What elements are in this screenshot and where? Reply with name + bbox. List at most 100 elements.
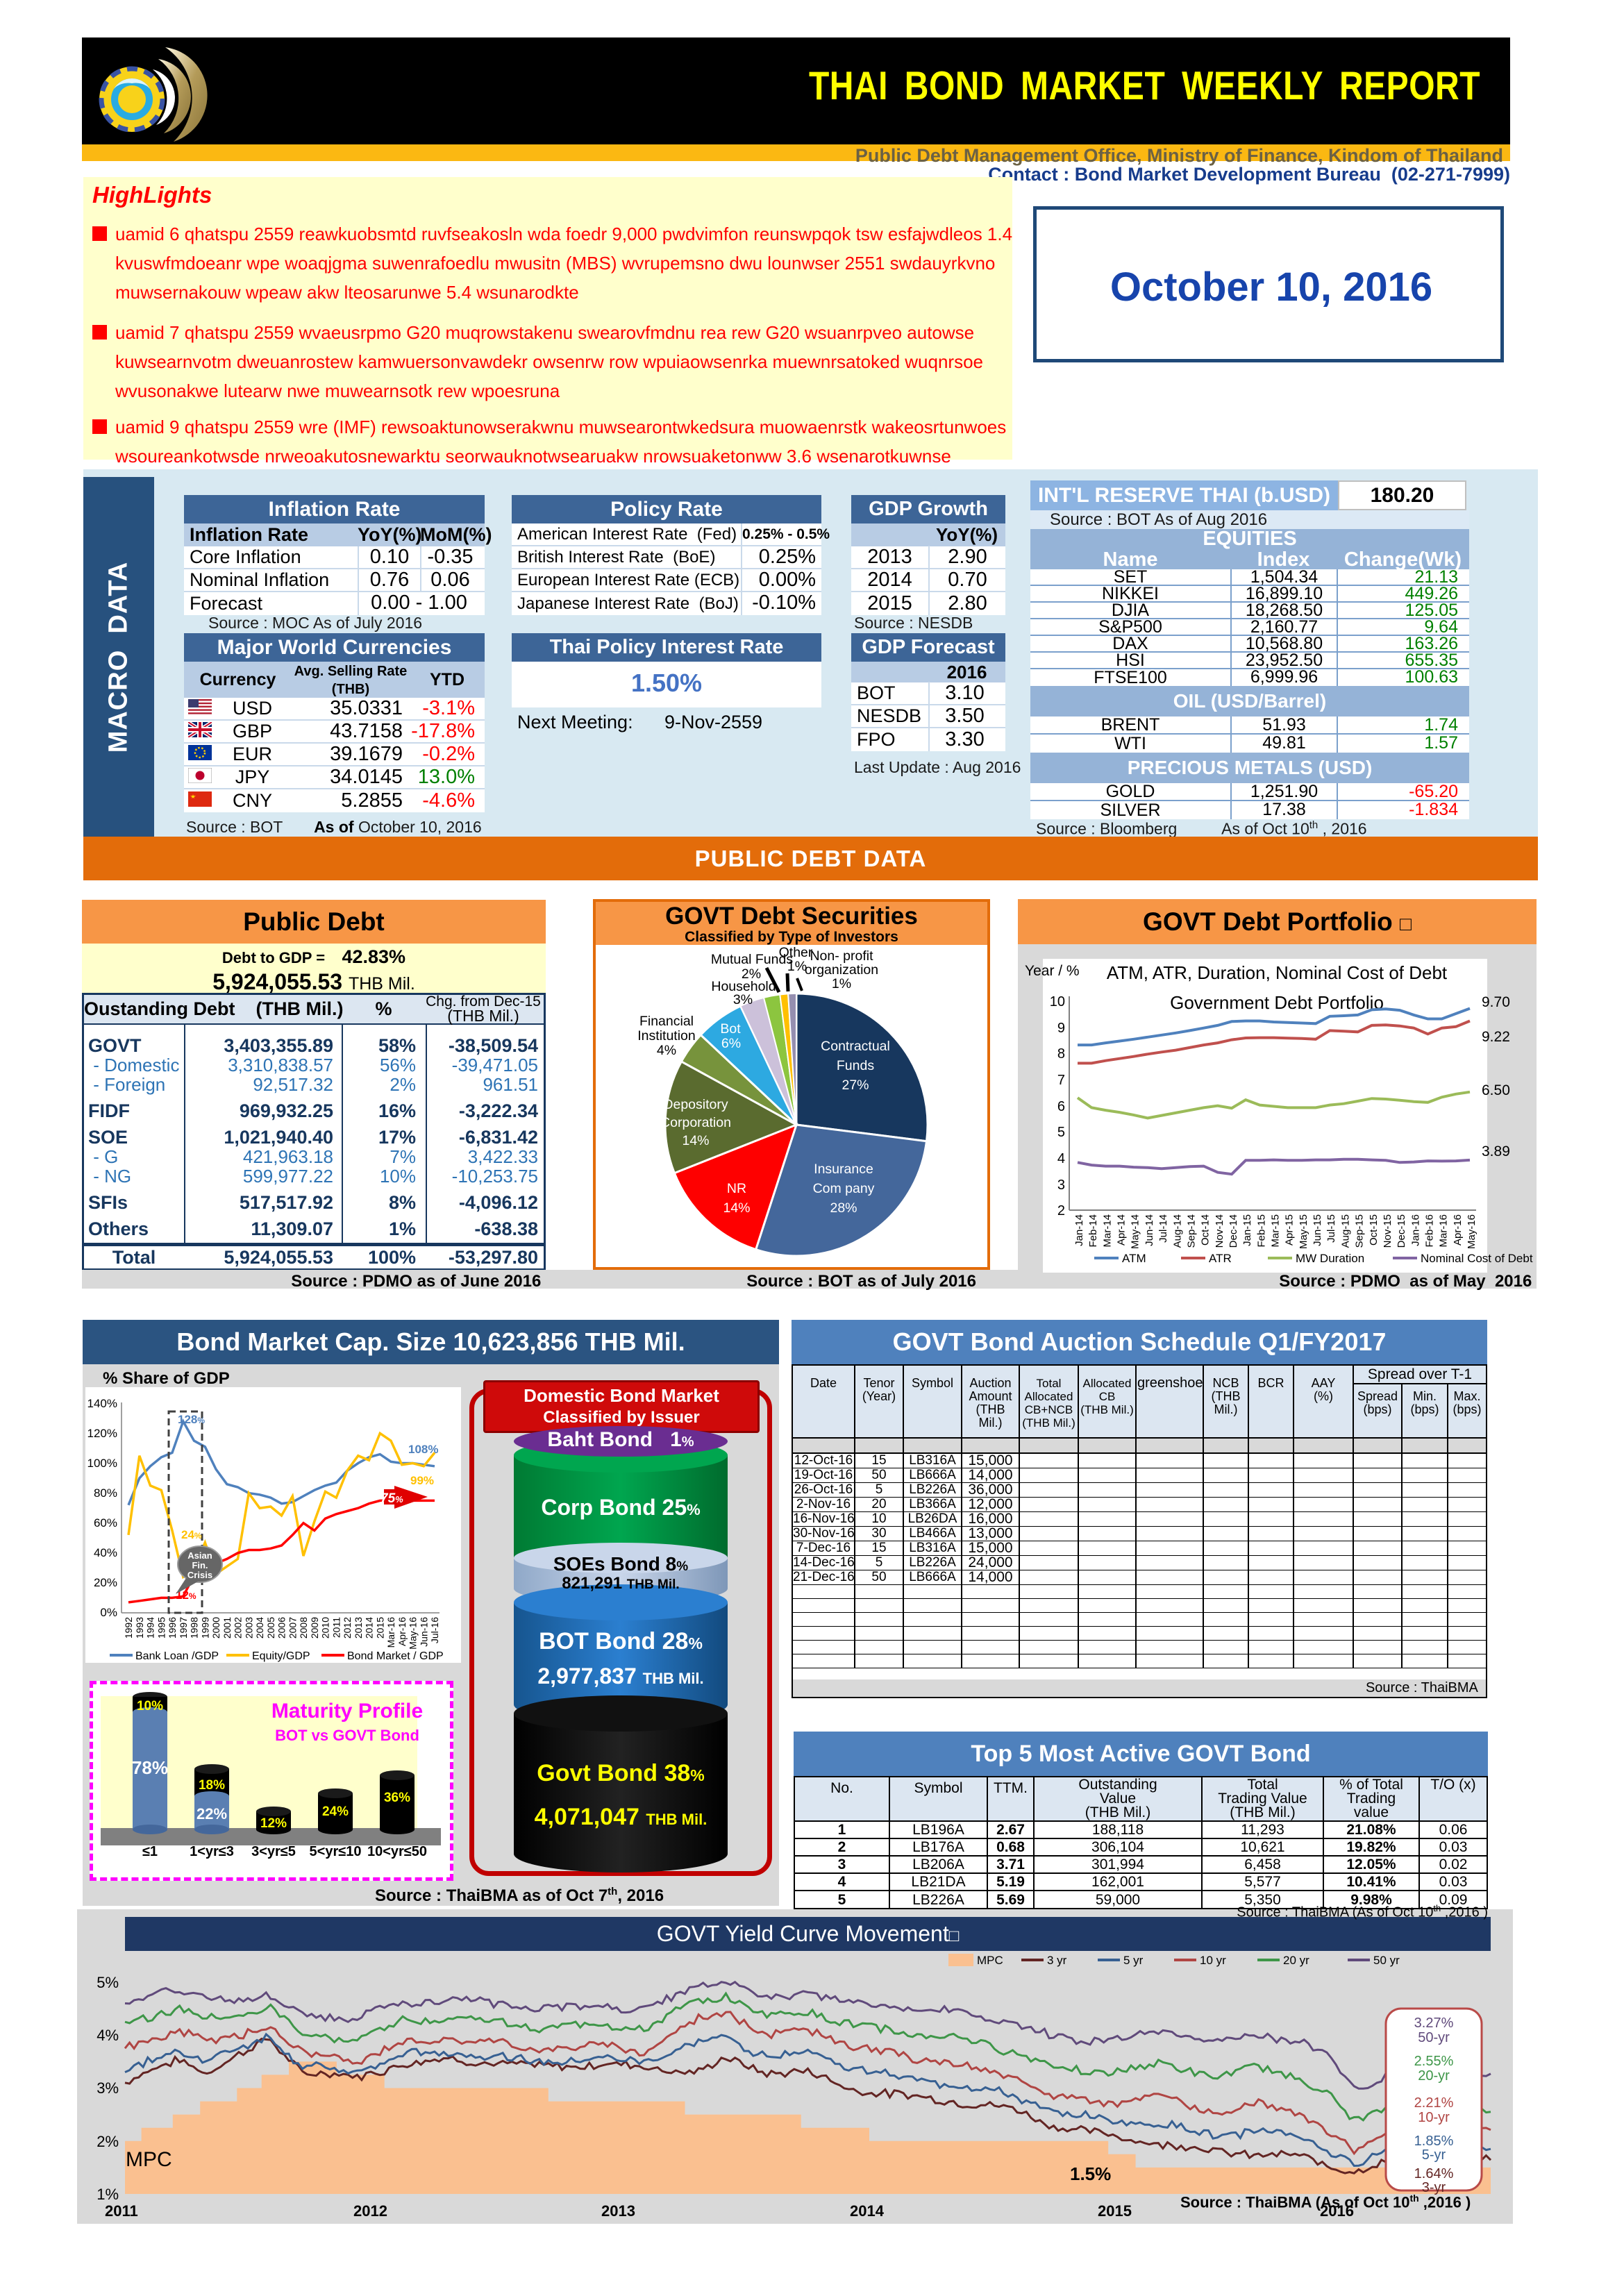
svg-text:5 yr: 5 yr xyxy=(1123,1954,1144,1967)
svg-text:ATM: ATM xyxy=(1122,1252,1146,1265)
svg-text:2009: 2009 xyxy=(309,1617,320,1639)
svg-text:2: 2 xyxy=(1057,1203,1065,1218)
svg-text:Contractual: Contractual xyxy=(821,1039,890,1054)
svg-text:Asian: Asian xyxy=(187,1550,212,1561)
svg-text:36%: 36% xyxy=(384,1791,410,1805)
svg-text:1997: 1997 xyxy=(178,1617,189,1639)
svg-text:20%: 20% xyxy=(94,1576,117,1589)
svg-text:2006: 2006 xyxy=(276,1617,287,1639)
svg-text:3-yr: 3-yr xyxy=(1422,2180,1446,2195)
svg-text:9: 9 xyxy=(1057,1021,1065,1036)
svg-text:1<yr≤3: 1<yr≤3 xyxy=(190,1844,234,1859)
svg-text:Insurance: Insurance xyxy=(814,1162,873,1177)
svg-text:Mutual Funds: Mutual Funds xyxy=(711,952,793,967)
svg-text:Mar-15: Mar-15 xyxy=(1270,1214,1282,1248)
svg-text:Mar-16: Mar-16 xyxy=(385,1617,396,1648)
svg-text:3 yr: 3 yr xyxy=(1047,1954,1067,1967)
svg-text:10<yr≤50: 10<yr≤50 xyxy=(367,1844,427,1859)
svg-text:3.89: 3.89 xyxy=(1482,1143,1510,1159)
svg-text:120%: 120% xyxy=(87,1427,117,1440)
svg-text:Bot: Bot xyxy=(720,1021,741,1037)
svg-text:1994: 1994 xyxy=(145,1617,156,1639)
svg-text:12%: 12% xyxy=(260,1816,287,1831)
svg-text:Jan-16: Jan-16 xyxy=(1409,1214,1421,1246)
svg-text:2.21%: 2.21% xyxy=(1414,2095,1454,2111)
svg-text:2%: 2% xyxy=(97,2133,119,2150)
svg-text:Jul-16: Jul-16 xyxy=(429,1617,440,1643)
svg-text:1993: 1993 xyxy=(134,1617,145,1639)
svg-text:5: 5 xyxy=(1057,1125,1065,1140)
svg-text:1995: 1995 xyxy=(156,1617,167,1639)
svg-text:May-16: May-16 xyxy=(408,1617,419,1650)
svg-text:6: 6 xyxy=(1057,1099,1065,1114)
svg-text:Aug-15: Aug-15 xyxy=(1339,1214,1351,1248)
svg-text:Apr-15: Apr-15 xyxy=(1284,1214,1296,1246)
svg-text:28%: 28% xyxy=(830,1200,857,1216)
svg-text:78%: 78% xyxy=(132,1757,168,1778)
svg-text:24%: 24% xyxy=(322,1804,349,1819)
svg-text:2014: 2014 xyxy=(850,2202,885,2220)
svg-text:6%: 6% xyxy=(721,1036,741,1051)
svg-text:27%: 27% xyxy=(842,1078,869,1093)
svg-text:2012: 2012 xyxy=(342,1617,353,1639)
svg-text:2000: 2000 xyxy=(210,1617,221,1639)
svg-text:4: 4 xyxy=(1057,1151,1065,1166)
svg-text:2005: 2005 xyxy=(265,1617,276,1639)
svg-text:24%: 24% xyxy=(181,1528,202,1541)
svg-text:5<yr≤10: 5<yr≤10 xyxy=(310,1844,362,1859)
svg-text:Baht Bond 1%: Baht Bond 1% xyxy=(547,1428,694,1451)
svg-text:10%: 10% xyxy=(137,1699,163,1713)
svg-text:4%: 4% xyxy=(657,1043,676,1058)
svg-text:2008: 2008 xyxy=(298,1617,309,1639)
svg-text:SOEs Bond 8%: SOEs Bond 8% xyxy=(553,1553,688,1575)
svg-text:Year / %: Year / % xyxy=(1025,963,1080,979)
svg-text:1.5%: 1.5% xyxy=(1070,2163,1111,2184)
svg-text:3: 3 xyxy=(1057,1178,1065,1193)
svg-text:14%: 14% xyxy=(682,1133,709,1148)
svg-text:2015: 2015 xyxy=(1098,2202,1132,2220)
svg-text:Government Debt Portfolio: Government Debt Portfolio xyxy=(1170,992,1384,1013)
svg-text:2011: 2011 xyxy=(105,2202,138,2220)
svg-text:Jan-15: Jan-15 xyxy=(1241,1214,1253,1246)
svg-text:Apr-14: Apr-14 xyxy=(1116,1214,1128,1246)
svg-text:Oct-15: Oct-15 xyxy=(1368,1214,1380,1246)
svg-text:99%: 99% xyxy=(410,1474,434,1487)
svg-text:3<yr≤5: 3<yr≤5 xyxy=(251,1844,296,1859)
svg-text:2016: 2016 xyxy=(1320,2202,1354,2220)
svg-text:BOT Bond 28%: BOT Bond 28% xyxy=(539,1628,703,1654)
svg-text:5-yr: 5-yr xyxy=(1422,2147,1446,2163)
svg-text:Corporation: Corporation xyxy=(660,1115,731,1130)
svg-text:2%: 2% xyxy=(742,966,761,982)
svg-text:1%: 1% xyxy=(97,2186,119,2203)
svg-text:Govt Bond 38%: Govt Bond 38% xyxy=(537,1760,704,1786)
svg-text:821,291 THB Mil.: 821,291 THB Mil. xyxy=(562,1574,679,1593)
svg-text:ATR: ATR xyxy=(1209,1252,1232,1265)
svg-text:Sep-14: Sep-14 xyxy=(1185,1214,1197,1248)
svg-text:Nov-15: Nov-15 xyxy=(1382,1214,1393,1248)
svg-text:2.55%: 2.55% xyxy=(1414,2054,1454,2069)
svg-text:Feb-14: Feb-14 xyxy=(1087,1214,1099,1248)
svg-text:1.85%: 1.85% xyxy=(1414,2134,1454,2149)
svg-text:organization: organization xyxy=(805,962,878,978)
svg-text:2010: 2010 xyxy=(320,1617,331,1639)
svg-text:2015: 2015 xyxy=(374,1617,385,1639)
svg-text:14%: 14% xyxy=(723,1200,750,1216)
svg-text:Com pany: Com pany xyxy=(813,1181,875,1196)
svg-text:1.64%: 1.64% xyxy=(1414,2166,1454,2181)
svg-text:Fin.: Fin. xyxy=(192,1560,208,1570)
svg-text:Household: Household xyxy=(711,979,776,994)
svg-text:2004: 2004 xyxy=(254,1617,265,1639)
svg-text:Jun-14: Jun-14 xyxy=(1144,1214,1155,1246)
svg-text:Mar-16: Mar-16 xyxy=(1438,1214,1450,1248)
svg-text:ATM, ATR, Duration, Nominal Co: ATM, ATR, Duration, Nominal Cost of Debt xyxy=(1107,962,1448,983)
svg-text:Institution: Institution xyxy=(637,1028,695,1044)
svg-text:Depository: Depository xyxy=(663,1097,728,1112)
svg-text:MPC: MPC xyxy=(977,1954,1003,1967)
svg-text:Jul-14: Jul-14 xyxy=(1157,1214,1169,1243)
svg-text:Oct-14: Oct-14 xyxy=(1200,1214,1212,1246)
svg-text:1999: 1999 xyxy=(199,1617,210,1639)
svg-text:NR: NR xyxy=(727,1181,746,1196)
svg-text:Sep-15: Sep-15 xyxy=(1354,1214,1366,1248)
svg-text:2003: 2003 xyxy=(243,1617,254,1639)
svg-text:10 yr: 10 yr xyxy=(1200,1954,1226,1967)
